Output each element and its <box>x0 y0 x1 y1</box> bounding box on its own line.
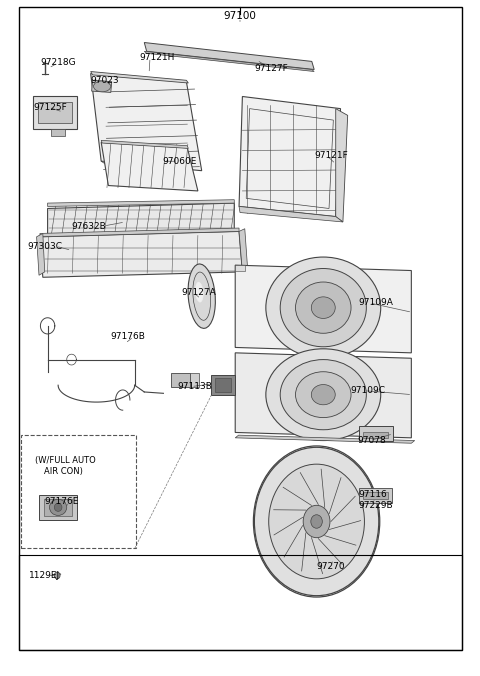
Ellipse shape <box>280 268 366 347</box>
Polygon shape <box>101 162 123 171</box>
Text: 97125F: 97125F <box>33 103 67 112</box>
Text: 97100: 97100 <box>224 11 256 20</box>
Text: 97078: 97078 <box>357 436 386 445</box>
Polygon shape <box>48 203 234 239</box>
Ellipse shape <box>312 385 335 405</box>
Polygon shape <box>235 265 411 353</box>
Ellipse shape <box>312 297 335 318</box>
Polygon shape <box>239 228 248 272</box>
Polygon shape <box>40 228 239 237</box>
Text: 97109C: 97109C <box>350 386 385 395</box>
Text: (W/FULL AUTO: (W/FULL AUTO <box>35 456 96 465</box>
Ellipse shape <box>311 514 323 528</box>
Polygon shape <box>33 97 77 129</box>
Bar <box>19 555 462 650</box>
Text: 97121H: 97121H <box>140 53 175 62</box>
Polygon shape <box>144 43 314 70</box>
Polygon shape <box>235 353 411 438</box>
Polygon shape <box>44 499 72 516</box>
Polygon shape <box>363 433 388 438</box>
Text: 97218G: 97218G <box>40 58 75 67</box>
Bar <box>21 435 136 548</box>
Polygon shape <box>39 495 77 520</box>
Text: 97121F: 97121F <box>314 151 348 160</box>
Ellipse shape <box>188 264 216 329</box>
Text: 97229B: 97229B <box>359 501 393 510</box>
Ellipse shape <box>54 572 60 579</box>
Polygon shape <box>92 80 112 93</box>
Ellipse shape <box>296 372 351 418</box>
Polygon shape <box>190 373 199 387</box>
Text: 97060E: 97060E <box>162 157 197 166</box>
Ellipse shape <box>303 505 330 537</box>
Polygon shape <box>40 231 242 277</box>
Text: 97632B: 97632B <box>72 222 106 231</box>
Text: AIR CON): AIR CON) <box>44 467 83 476</box>
Ellipse shape <box>49 500 67 515</box>
Text: 97176B: 97176B <box>111 332 145 341</box>
Ellipse shape <box>266 257 381 358</box>
Polygon shape <box>101 141 188 149</box>
Polygon shape <box>362 492 388 499</box>
Polygon shape <box>91 72 188 83</box>
Polygon shape <box>170 373 190 387</box>
Polygon shape <box>359 426 393 441</box>
Text: 97127F: 97127F <box>254 64 288 72</box>
Text: 97303C: 97303C <box>27 242 62 251</box>
Polygon shape <box>48 199 234 206</box>
Polygon shape <box>101 143 198 191</box>
Ellipse shape <box>254 448 379 596</box>
Polygon shape <box>51 129 65 136</box>
Text: 97116: 97116 <box>359 490 387 499</box>
Ellipse shape <box>296 282 351 333</box>
Polygon shape <box>235 435 415 443</box>
Polygon shape <box>38 102 72 124</box>
Polygon shape <box>235 265 245 270</box>
Polygon shape <box>359 488 392 502</box>
Polygon shape <box>239 206 343 222</box>
Polygon shape <box>215 379 231 392</box>
Ellipse shape <box>269 464 364 579</box>
Ellipse shape <box>54 503 62 511</box>
Text: 97270: 97270 <box>317 562 345 571</box>
Ellipse shape <box>195 282 203 302</box>
Text: 97113B: 97113B <box>178 382 213 391</box>
Polygon shape <box>144 51 314 72</box>
Polygon shape <box>239 97 340 216</box>
Polygon shape <box>336 109 348 222</box>
Ellipse shape <box>280 360 366 430</box>
Text: 1129EJ: 1129EJ <box>28 571 60 580</box>
Ellipse shape <box>94 81 111 92</box>
Ellipse shape <box>266 349 381 441</box>
Text: 97023: 97023 <box>91 76 120 84</box>
Text: 97127A: 97127A <box>181 287 216 297</box>
Text: 97176E: 97176E <box>45 497 79 506</box>
Text: 97109A: 97109A <box>359 298 394 308</box>
Polygon shape <box>91 74 202 171</box>
Polygon shape <box>36 233 45 275</box>
Polygon shape <box>211 375 235 395</box>
